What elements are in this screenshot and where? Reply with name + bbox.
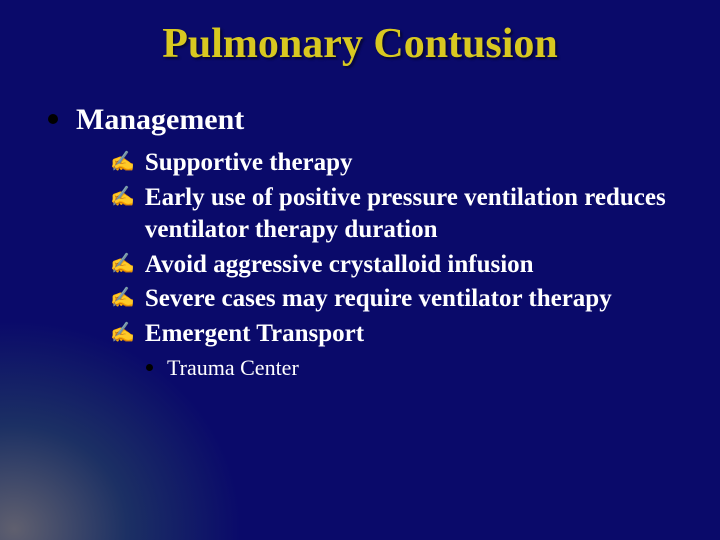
level2-text: Supportive therapy: [145, 147, 353, 180]
hand-bullet-icon: ✍: [110, 147, 135, 177]
bullet-level3: Trauma Center: [146, 354, 680, 383]
level2-text: Emergent Transport: [145, 318, 364, 351]
level2-text: Avoid aggressive crystalloid infusion: [145, 249, 534, 282]
slide-title: Pulmonary Contusion: [0, 20, 720, 68]
hand-bullet-icon: ✍: [110, 249, 135, 279]
bullet-level1: Management: [48, 100, 680, 139]
bullet-level2: ✍ Avoid aggressive crystalloid infusion: [110, 249, 680, 282]
level1-text: Management: [76, 100, 244, 139]
level2-list: ✍ Supportive therapy ✍ Early use of posi…: [110, 147, 680, 383]
disc-bullet-icon: [146, 364, 153, 371]
level3-text: Trauma Center: [167, 354, 299, 383]
hand-bullet-icon: ✍: [110, 283, 135, 313]
bullet-level2: ✍ Supportive therapy: [110, 147, 680, 180]
level2-text: Early use of positive pressure ventilati…: [145, 182, 680, 247]
level2-text: Severe cases may require ventilator ther…: [145, 283, 612, 316]
bullet-level2: ✍ Early use of positive pressure ventila…: [110, 182, 680, 247]
hand-bullet-icon: ✍: [110, 182, 135, 212]
slide: Pulmonary Contusion Management ✍ Support…: [0, 0, 720, 540]
disc-bullet-icon: [48, 114, 58, 124]
slide-content: Management ✍ Supportive therapy ✍ Early …: [48, 100, 680, 383]
bullet-level2: ✍ Severe cases may require ventilator th…: [110, 283, 680, 316]
hand-bullet-icon: ✍: [110, 318, 135, 348]
bullet-level2: ✍ Emergent Transport: [110, 318, 680, 351]
level3-list: Trauma Center: [146, 354, 680, 383]
